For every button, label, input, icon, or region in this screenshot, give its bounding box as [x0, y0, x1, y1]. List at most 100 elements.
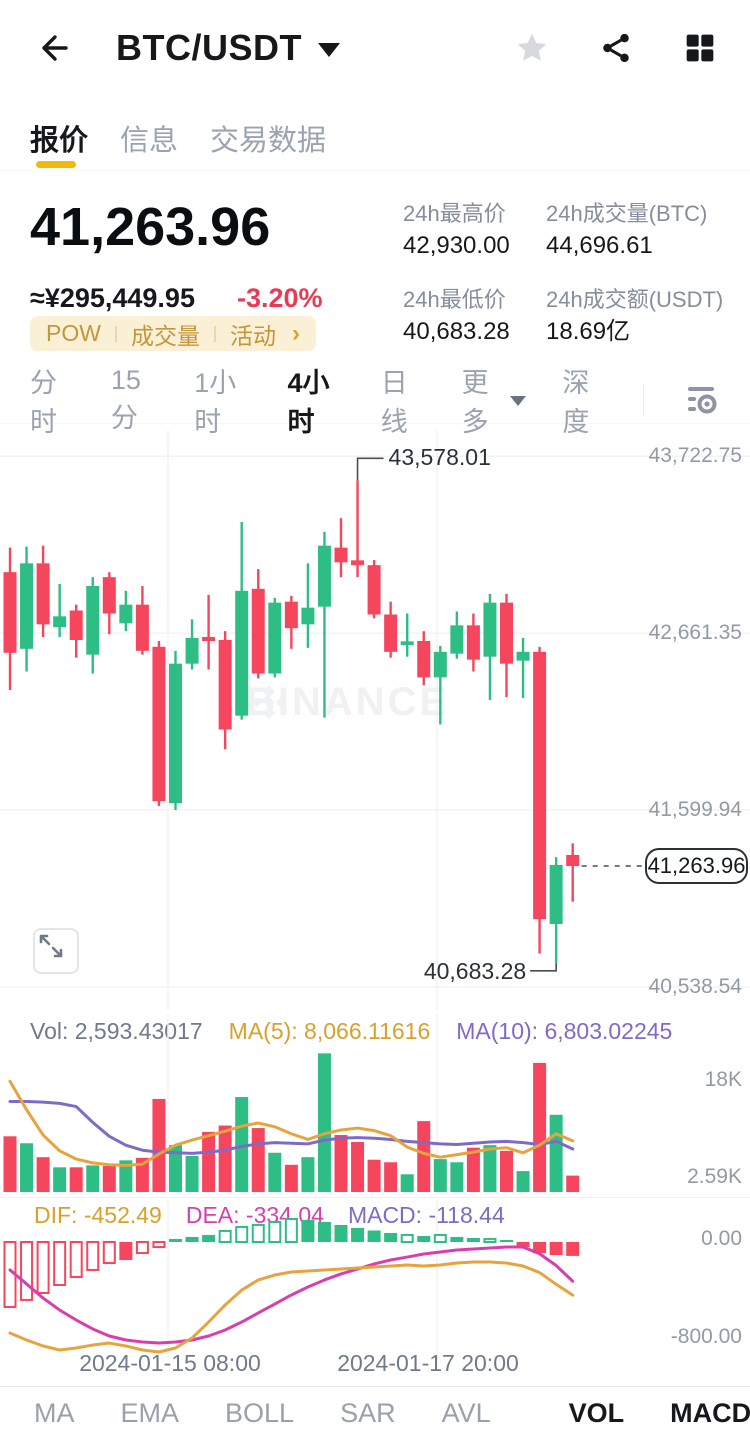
- tag-divider: [213, 325, 216, 342]
- current-price-badge[interactable]: 41,263.96: [645, 848, 748, 884]
- star-icon: [517, 33, 547, 61]
- volume-legend[interactable]: Vol: 2,593.43017 MA(5): 8,066.11616 MA(1…: [30, 1018, 672, 1045]
- stat-label: 24h最高价: [403, 201, 506, 226]
- tf-15m[interactable]: 15分: [111, 365, 158, 435]
- volume-panel[interactable]: 18K 2.59K: [0, 1015, 750, 1195]
- share-icon: [603, 33, 629, 62]
- volume-ma10: MA(10): 6,803.02245: [456, 1018, 673, 1044]
- volume-value: Vol: 2,593.43017: [30, 1018, 203, 1044]
- binance-watermark: BINANCE: [246, 680, 449, 725]
- tag-activity: 活动: [229, 322, 276, 349]
- volume-ma5: MA(5): 8,066.11616: [228, 1018, 431, 1044]
- x-axis-label-1: 2024-01-15 08:00: [79, 1350, 261, 1376]
- tf-label: 15分: [110, 364, 141, 433]
- macd-legend[interactable]: DIF: -452.49 DEA: -334.04 MACD: -118.44: [34, 1202, 505, 1229]
- tf-depth[interactable]: 深度: [562, 361, 607, 439]
- indicator-avl[interactable]: AVL: [441, 1398, 491, 1428]
- stat-value: 44,696.61: [546, 232, 653, 259]
- indicator-settings-button[interactable]: [680, 380, 720, 420]
- pair-selector[interactable]: BTC/USDT: [116, 27, 340, 69]
- macd-axis-bottom: -800.00: [670, 1325, 742, 1348]
- tab-quote-label: 报价: [30, 124, 89, 157]
- chevron-down-icon: [510, 396, 527, 406]
- tf-4h[interactable]: 4小时: [287, 361, 344, 439]
- macd-value: MACD: -118.44: [347, 1202, 505, 1228]
- top-bar: BTC/USDT: [0, 0, 750, 95]
- indicator-macd[interactable]: MACD: [670, 1398, 750, 1428]
- macd-dea-value: DEA: -334.04: [185, 1202, 324, 1228]
- stat-value: 42,930.00: [403, 232, 510, 259]
- tab-trading-data-label: 交易数据: [210, 124, 327, 157]
- tag-divider: [114, 325, 117, 342]
- low-annotation: 40,683.28: [423, 957, 527, 984]
- tf-label: 1小时: [194, 367, 237, 437]
- tf-label: 更多: [461, 367, 489, 437]
- stat-label: 24h成交额(USDT): [546, 287, 724, 312]
- stat-value: 18.69亿: [546, 318, 631, 345]
- section-tabs: 报价 信息 交易数据: [0, 105, 750, 171]
- price-axis-label-0: 43,722.75: [648, 444, 742, 468]
- tf-more[interactable]: 更多: [462, 361, 527, 439]
- tab-quote[interactable]: 报价: [30, 105, 88, 170]
- tf-1d[interactable]: 日线: [381, 361, 426, 439]
- favorite-button[interactable]: [512, 28, 552, 68]
- price-change-percent: -3.20%: [237, 283, 323, 313]
- grid-menu-button[interactable]: [680, 28, 720, 68]
- last-price: 41,263.96: [30, 197, 271, 257]
- tab-trading-data[interactable]: 交易数据: [210, 105, 326, 170]
- share-button[interactable]: [596, 28, 636, 68]
- stat-label: 24h最低价: [403, 287, 506, 312]
- tab-info-label: 信息: [120, 124, 179, 157]
- indicator-ma[interactable]: MA: [34, 1398, 75, 1428]
- volume-axis-top: 18K: [704, 1068, 742, 1091]
- tf-realtime[interactable]: 分时: [30, 361, 75, 439]
- high-annotation: 43,578.01: [388, 444, 491, 471]
- indicator-boll[interactable]: BOLL: [225, 1398, 295, 1428]
- stat-24h-turnover-usdt: 24h成交额(USDT) 18.69亿: [546, 286, 743, 348]
- indicator-settings-icon: [688, 386, 717, 413]
- candlestick-chart[interactable]: [0, 430, 750, 1010]
- price-chart-panel[interactable]: BINANCE 43,722.75 42,661.35 41,599.94 40…: [0, 430, 750, 1010]
- fiat-price: ≈¥295,449.95: [30, 283, 195, 313]
- back-button[interactable]: [30, 26, 74, 70]
- panel-divider: [0, 1197, 750, 1198]
- page-title: BTC/USDT: [116, 26, 302, 68]
- stat-label: 24h成交量(BTC): [546, 201, 708, 226]
- token-tags[interactable]: POW 成交量 活动 ›: [30, 316, 316, 351]
- chevron-down-icon: [318, 42, 340, 57]
- stat-24h-low: 24h最低价 40,683.28: [403, 286, 546, 348]
- tab-info[interactable]: 信息: [120, 105, 178, 170]
- macd-axis-zero: 0.00: [701, 1227, 742, 1250]
- indicator-ema[interactable]: EMA: [120, 1398, 180, 1428]
- chevron-right-icon: ›: [291, 319, 300, 347]
- fullscreen-button[interactable]: [33, 928, 79, 974]
- price-axis-label-3: 40,538.54: [648, 974, 742, 998]
- tag-pow: POW: [46, 320, 101, 346]
- price-axis-label-2: 41,599.94: [648, 798, 742, 821]
- price-axis-label-1: 42,661.35: [648, 621, 742, 645]
- active-tab-underline: [36, 161, 76, 168]
- stat-24h-high: 24h最高价 42,930.00: [403, 200, 546, 262]
- tf-1h[interactable]: 1小时: [194, 361, 251, 439]
- macd-panel[interactable]: 0.00 -800.00: [0, 1200, 750, 1358]
- x-axis-label-2: 2024-01-17 20:00: [337, 1350, 519, 1376]
- stat-24h-volume-btc: 24h成交量(BTC) 44,696.61: [546, 200, 743, 262]
- indicator-sar[interactable]: SAR: [340, 1398, 396, 1428]
- tf-label: 4小时: [287, 367, 330, 437]
- divider: [643, 384, 645, 415]
- macd-chart: [3, 1200, 580, 1358]
- indicator-vol[interactable]: VOL: [568, 1398, 625, 1428]
- back-arrow-icon: [42, 34, 68, 61]
- expand-icon: [39, 934, 63, 958]
- binance-logo-icon: [252, 685, 286, 720]
- indicator-bar: MA EMA BOLL SAR AVL VOL MACD: [0, 1386, 750, 1440]
- volume-axis-bottom: 2.59K: [687, 1165, 742, 1188]
- stat-value: 40,683.28: [403, 318, 510, 345]
- tf-label: 日线: [380, 367, 408, 437]
- macd-dif-value: DIF: -452.49: [34, 1202, 162, 1228]
- volume-chart: [3, 1015, 580, 1195]
- tf-label: 分时: [30, 367, 57, 437]
- tf-label: 深度: [562, 367, 590, 437]
- grid-icon: [686, 34, 714, 61]
